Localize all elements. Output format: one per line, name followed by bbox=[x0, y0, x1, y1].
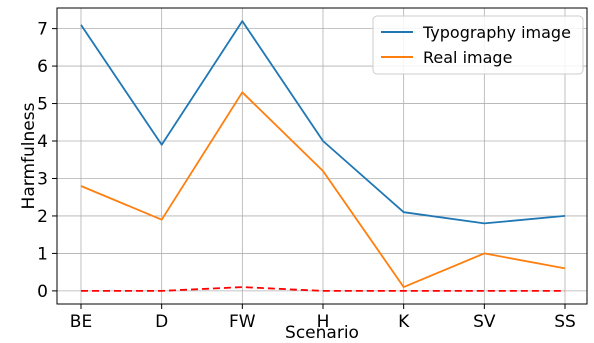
x-tick-label: D bbox=[155, 312, 168, 332]
x-axis-ticks: BE D FW H K SV SS bbox=[70, 304, 576, 332]
x-tick-label: BE bbox=[70, 312, 92, 332]
legend-label: Real image bbox=[423, 48, 512, 67]
series-lines bbox=[80, 20, 566, 292]
y-axis-label: Harmfulness bbox=[19, 102, 39, 209]
legend-box bbox=[372, 15, 584, 75]
legend-label: Typography image bbox=[422, 23, 571, 42]
y-tick-label: 2 bbox=[37, 207, 48, 227]
x-tick-label: K bbox=[398, 312, 410, 332]
legend: Typography image Real image bbox=[372, 15, 584, 75]
plot-frame bbox=[56, 7, 588, 305]
x-tick-label: SS bbox=[554, 312, 576, 332]
y-tick-label: 6 bbox=[37, 57, 48, 77]
series-line-typography-image bbox=[80, 20, 566, 225]
y-tick-label: 0 bbox=[37, 282, 48, 302]
x-tick-label: H bbox=[317, 312, 330, 332]
x-axis-label: Scenario bbox=[285, 323, 359, 343]
y-tick-label: 3 bbox=[37, 169, 48, 189]
y-tick-label: 4 bbox=[37, 132, 48, 152]
series-line-baseline bbox=[81, 286, 565, 292]
y-axis-ticks: 0 1 2 3 4 5 6 7 bbox=[37, 20, 57, 302]
y-tick-label: 1 bbox=[37, 244, 48, 264]
y-tick-label: 7 bbox=[37, 20, 48, 40]
x-tick-label: FW bbox=[229, 312, 256, 332]
series-line-real-image bbox=[80, 91, 566, 289]
x-tick-label: SV bbox=[473, 312, 496, 332]
y-tick-label: 5 bbox=[37, 95, 48, 115]
